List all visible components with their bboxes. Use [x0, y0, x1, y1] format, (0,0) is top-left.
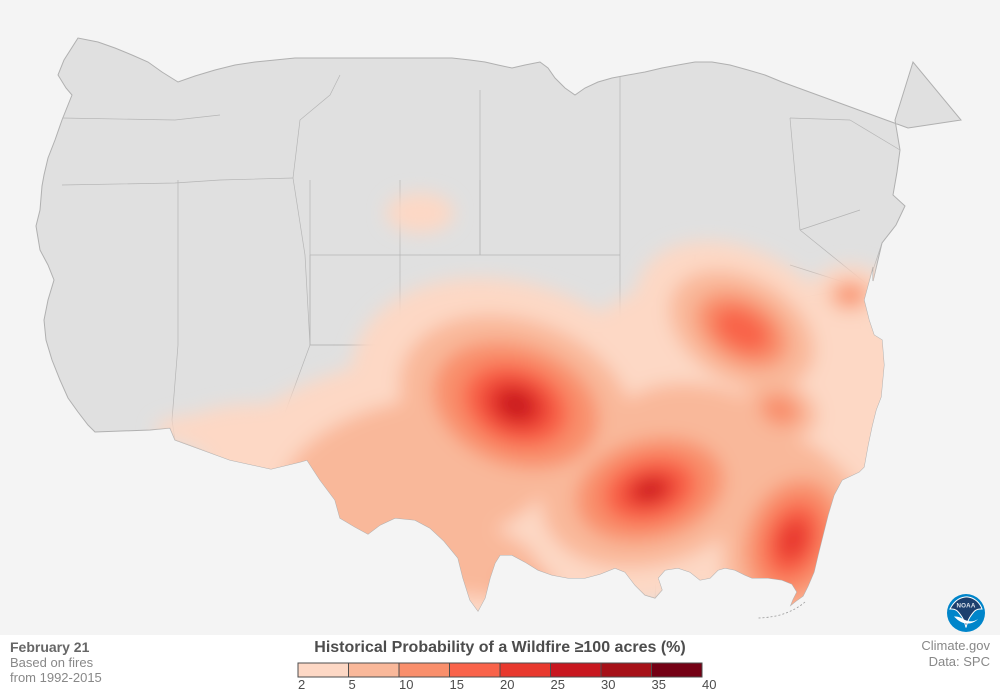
svg-text:NOAA: NOAA	[956, 603, 975, 610]
svg-text:February 21: February 21	[10, 639, 90, 655]
svg-text:35: 35	[652, 677, 666, 690]
svg-text:30: 30	[601, 677, 615, 690]
svg-text:Data: SPC: Data: SPC	[929, 654, 990, 669]
svg-text:5: 5	[349, 677, 356, 690]
svg-text:40: 40	[702, 677, 716, 690]
svg-text:from 1992-2015: from 1992-2015	[10, 670, 102, 685]
svg-text:2: 2	[298, 677, 305, 690]
svg-text:20: 20	[500, 677, 514, 690]
svg-text:Climate.gov: Climate.gov	[921, 638, 990, 653]
svg-text:Historical Probability of a Wi: Historical Probability of a Wildfire ≥10…	[314, 639, 685, 656]
svg-text:Based on fires: Based on fires	[10, 655, 94, 670]
svg-text:25: 25	[551, 677, 565, 690]
svg-text:10: 10	[399, 677, 413, 690]
svg-text:15: 15	[450, 677, 464, 690]
